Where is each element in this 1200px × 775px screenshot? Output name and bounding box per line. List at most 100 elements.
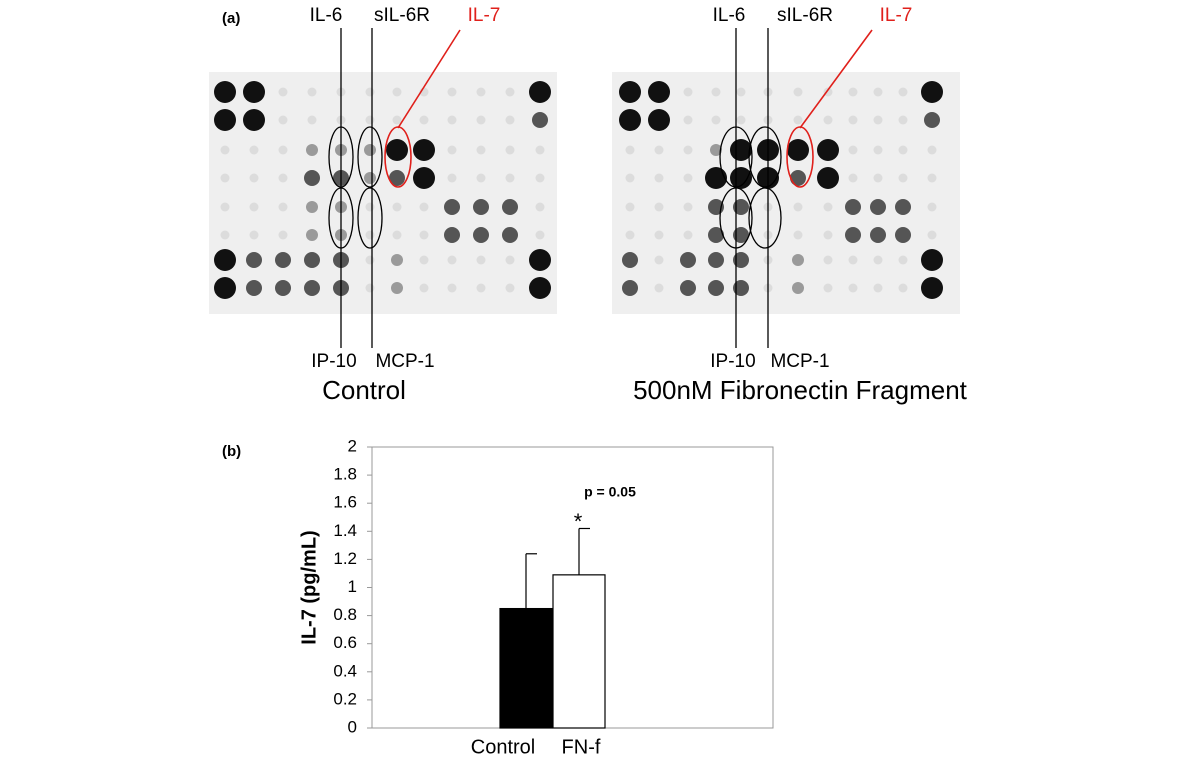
blot-dot	[505, 87, 515, 97]
blot-dot	[793, 87, 803, 97]
blot-dot	[823, 283, 833, 293]
blot-dot	[873, 283, 883, 293]
blot-dot	[306, 201, 318, 213]
blot-dot	[873, 255, 883, 265]
blot-dot	[249, 145, 259, 155]
blot-dot	[733, 280, 749, 296]
panel-label: (a)	[222, 10, 240, 27]
blot-dot	[823, 230, 833, 240]
blot-dot	[710, 144, 722, 156]
blot-dot	[680, 280, 696, 296]
blot-dot	[898, 115, 908, 125]
blot-dot	[924, 112, 940, 128]
blot-dot	[683, 87, 693, 97]
blot-dot	[306, 144, 318, 156]
blot-dot	[736, 87, 746, 97]
blot-dot	[444, 227, 460, 243]
blot-dot	[625, 145, 635, 155]
blot-dot	[447, 283, 457, 293]
blot-dot	[535, 145, 545, 155]
blot-caption: 500nM Fibronectin Fragment	[633, 375, 968, 405]
blot-dot	[873, 145, 883, 155]
cytokine-label: IP-10	[311, 351, 356, 372]
y-tick-label: 0.6	[333, 633, 357, 652]
blot-dot	[505, 283, 515, 293]
panel-label: (b)	[222, 443, 241, 460]
blot-dot	[473, 199, 489, 215]
blot-dot	[365, 87, 375, 97]
cytokine-label: IL-7	[880, 5, 913, 26]
blot-dot	[365, 283, 375, 293]
cytokine-label: IL-6	[310, 5, 343, 26]
blot-dot	[307, 87, 317, 97]
blot-dot	[419, 255, 429, 265]
blot-dot	[447, 255, 457, 265]
blot-dot	[304, 280, 320, 296]
cytokine-label: sIL-6R	[374, 5, 430, 26]
cytokine-label: IL-7	[468, 5, 501, 26]
blot-dot	[711, 87, 721, 97]
blot-dot	[708, 227, 724, 243]
blot-dot	[391, 254, 403, 266]
blot-dot	[848, 255, 858, 265]
blot-dot	[214, 81, 236, 103]
blot-dot	[505, 115, 515, 125]
blot-dot	[529, 249, 551, 271]
blot-dot	[845, 227, 861, 243]
blot-dot	[648, 81, 670, 103]
blot-dot	[848, 173, 858, 183]
blot-dot	[529, 81, 551, 103]
blot-dot	[275, 280, 291, 296]
cytokine-label: IL-6	[713, 5, 746, 26]
spot-circle	[748, 187, 782, 249]
blot-dot	[736, 115, 746, 125]
blot-dot	[502, 227, 518, 243]
blot-dot	[848, 145, 858, 155]
blot-dot	[898, 145, 908, 155]
blot-dot	[278, 115, 288, 125]
blot-dot	[927, 202, 937, 212]
y-tick-label: 0.8	[333, 605, 357, 624]
blot-dot	[447, 173, 457, 183]
blot-dot	[683, 145, 693, 155]
blot-dot	[873, 173, 883, 183]
blot-dot	[365, 255, 375, 265]
blot-dot	[535, 230, 545, 240]
y-tick-label: 2	[348, 436, 357, 455]
blot-dot	[711, 115, 721, 125]
blot-dot	[625, 202, 635, 212]
blot-dot	[391, 282, 403, 294]
blot-dot	[927, 145, 937, 155]
blot-dot	[246, 280, 262, 296]
blot-dot	[278, 173, 288, 183]
blot-dot	[214, 249, 236, 271]
blot-dot	[823, 255, 833, 265]
significance-marker: *	[574, 509, 583, 534]
y-tick-label: 1.8	[333, 465, 357, 484]
blot-dot	[447, 145, 457, 155]
blot-dot	[790, 170, 806, 186]
blot-dot	[898, 173, 908, 183]
blot-dot	[220, 202, 230, 212]
blot-dot	[249, 202, 259, 212]
blot-dot	[419, 202, 429, 212]
blot-dot	[505, 145, 515, 155]
p-value-annotation: p = 0.05	[584, 484, 636, 500]
blot-dot	[419, 283, 429, 293]
bar	[499, 607, 553, 729]
blot-dot	[733, 199, 749, 215]
blot-dot	[870, 199, 886, 215]
blot-dot	[927, 230, 937, 240]
blot-dot	[214, 277, 236, 299]
blot-dot	[304, 170, 320, 186]
blot-dot	[817, 139, 839, 161]
blot-dot	[476, 87, 486, 97]
blot-dot	[249, 173, 259, 183]
blot-dot	[625, 173, 635, 183]
blot-dot	[848, 87, 858, 97]
blot-dot	[505, 173, 515, 183]
blot-dot	[873, 115, 883, 125]
y-axis-label: IL-7 (pg/mL)	[298, 530, 320, 644]
blot-dot	[392, 230, 402, 240]
